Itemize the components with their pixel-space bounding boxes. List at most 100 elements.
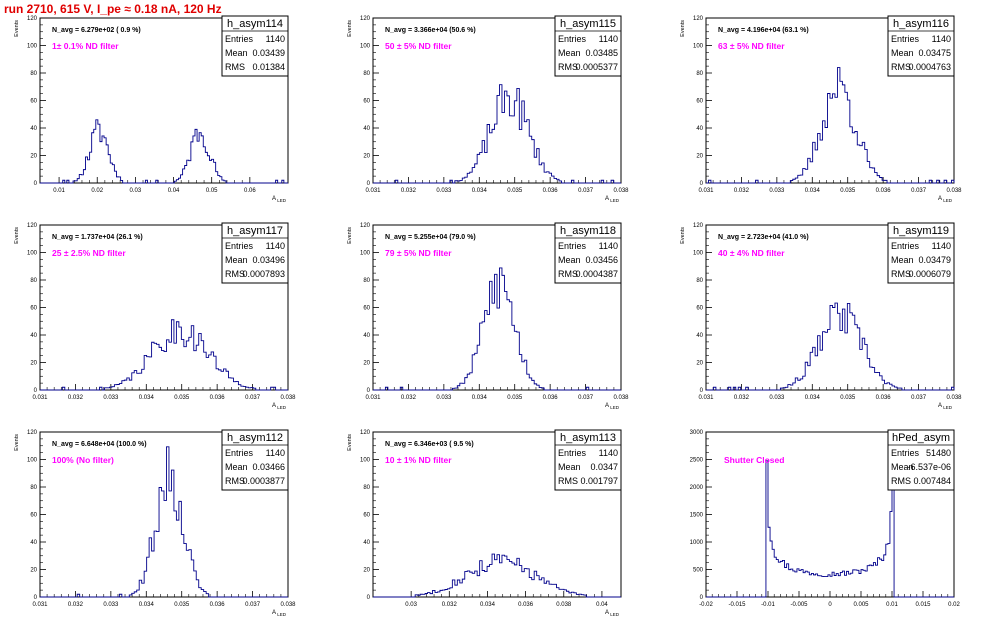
stats-value: 0.03466 <box>252 462 285 472</box>
y-tick-label: 40 <box>363 126 370 132</box>
histogram-line <box>706 67 955 184</box>
filter-annotation: 63 ± 5% ND filter <box>718 41 785 51</box>
x-tick-label: 0.032 <box>734 188 750 194</box>
y-tick-label: 120 <box>693 16 704 22</box>
x-axis-label: A LED <box>272 196 287 203</box>
x-tick-label: 0.037 <box>578 188 594 194</box>
x-tick-label: 0.03 <box>405 602 417 608</box>
x-tick-label: 0.04 <box>168 188 180 194</box>
x-tick-label: 0.01 <box>53 188 65 194</box>
stats-box <box>554 15 622 77</box>
stats-value: 0.03439 <box>252 48 285 58</box>
y-tick-label: 100 <box>693 44 704 50</box>
stats-label: RMS <box>891 269 911 279</box>
filter-annotation: 1± 0.1% ND filter <box>52 41 119 51</box>
stats-label: Mean <box>558 255 581 265</box>
y-tick-label: 0 <box>367 595 371 601</box>
stats-value: 0.0004763 <box>908 62 951 72</box>
stats-label: Entries <box>891 34 920 44</box>
stats-value: 1140 <box>599 241 618 251</box>
x-tick-label: 0.036 <box>543 395 559 401</box>
y-tick-label: 120 <box>693 223 704 229</box>
x-tick-label: 0.035 <box>507 395 523 401</box>
filter-annotation: 100% (No filter) <box>52 455 114 465</box>
stats-value: 1140 <box>932 34 951 44</box>
x-tick-label: -0.01 <box>761 602 775 608</box>
stats-title: h_asym116 <box>893 18 949 30</box>
histogram-line <box>373 553 621 598</box>
x-tick-label: 0.034 <box>805 395 821 401</box>
y-tick-label: 40 <box>696 333 703 339</box>
y-tick-label: 120 <box>27 430 38 436</box>
stats-label: RMS <box>891 476 911 486</box>
stats-label: RMS <box>558 62 578 72</box>
y-tick-label: 40 <box>30 540 37 546</box>
navg-annotation: N_avg = 2.723e+04 (41.0 %) <box>718 234 809 241</box>
x-tick-label: 0.031 <box>698 188 714 194</box>
stats-value: 51480 <box>926 448 951 458</box>
y-tick-label: 60 <box>363 513 370 519</box>
stats-value: 1140 <box>266 241 285 251</box>
stats-title: h_asym112 <box>227 432 283 444</box>
y-tick-label: 20 <box>696 154 703 160</box>
x-tick-label: 0.037 <box>245 602 261 608</box>
stats-value: 0.03475 <box>918 48 951 58</box>
stats-value: 0.03485 <box>585 48 618 58</box>
stats-title: h_asym114 <box>227 18 283 30</box>
x-tick-label: 0.032 <box>68 602 84 608</box>
filter-annotation: 79 ± 5% ND filter <box>385 248 452 258</box>
navg-annotation: N_avg = 6.346e+03 ( 9.5 %) <box>385 441 474 448</box>
stats-label: Mean <box>225 462 248 472</box>
stats-title: h_asym118 <box>560 225 616 237</box>
stats-value: 0.03479 <box>918 255 951 265</box>
x-tick-label: 0.038 <box>280 395 296 401</box>
y-tick-label: 80 <box>363 71 370 77</box>
stats-label: Entries <box>558 448 587 458</box>
histogram-line <box>373 84 621 184</box>
x-tick-label: 0.032 <box>401 395 417 401</box>
stats-title: h_asym119 <box>893 225 949 237</box>
stats-box <box>887 429 955 491</box>
histogram-panel-h_asym119: 0 20 40 60 80 100 120 0.031 0.032 0.033 0.034 0.035… <box>680 222 962 410</box>
y-tick-label: 1000 <box>690 540 704 546</box>
histogram-panel-h_asym115: 0 20 40 60 80 100 120 0.031 0.032 0.033 0.034 0.035… <box>347 15 629 203</box>
stats-label: Entries <box>225 34 254 44</box>
x-tick-label: 0.038 <box>946 188 962 194</box>
x-tick-label: 0.037 <box>578 395 594 401</box>
stats-label: Mean <box>558 48 581 58</box>
y-tick-label: 0 <box>367 181 371 187</box>
y-tick-label: 80 <box>30 485 37 491</box>
stats-label: Mean <box>225 48 248 58</box>
stats-value: 0.0005377 <box>575 62 618 72</box>
navg-annotation: N_avg = 6.648e+04 (100.0 %) <box>52 441 147 448</box>
histogram-line <box>40 319 288 391</box>
stats-label: Mean <box>891 462 914 472</box>
x-tick-label: 0.037 <box>911 188 927 194</box>
y-tick-label: 1500 <box>690 513 704 519</box>
y-axis-label: Events <box>14 227 20 244</box>
x-axis-label: A LED <box>938 403 953 410</box>
stats-box <box>887 15 955 77</box>
stats-value: 0.007484 <box>913 476 951 486</box>
x-tick-label: 0.038 <box>946 395 962 401</box>
x-tick-label: 0.035 <box>174 602 190 608</box>
y-tick-label: 120 <box>360 430 371 436</box>
stats-label: Mean <box>891 48 914 58</box>
stats-value: 1140 <box>599 34 618 44</box>
x-tick-label: 0.034 <box>472 395 488 401</box>
y-tick-label: 60 <box>696 306 703 312</box>
stats-label: RMS <box>225 62 245 72</box>
y-tick-label: 60 <box>30 99 37 105</box>
stats-box <box>221 429 289 491</box>
y-tick-label: 20 <box>30 361 37 367</box>
y-tick-label: 2000 <box>690 485 704 491</box>
x-tick-label: 0.032 <box>401 188 417 194</box>
x-tick-label: 0.038 <box>556 602 572 608</box>
x-tick-label: 0.031 <box>365 188 381 194</box>
y-tick-label: 0 <box>367 388 371 394</box>
stats-value: 1140 <box>266 34 285 44</box>
y-tick-label: 0 <box>700 595 704 601</box>
x-tick-label: 0.031 <box>365 395 381 401</box>
stats-box <box>887 222 955 284</box>
stats-value: 0.0347 <box>590 462 618 472</box>
